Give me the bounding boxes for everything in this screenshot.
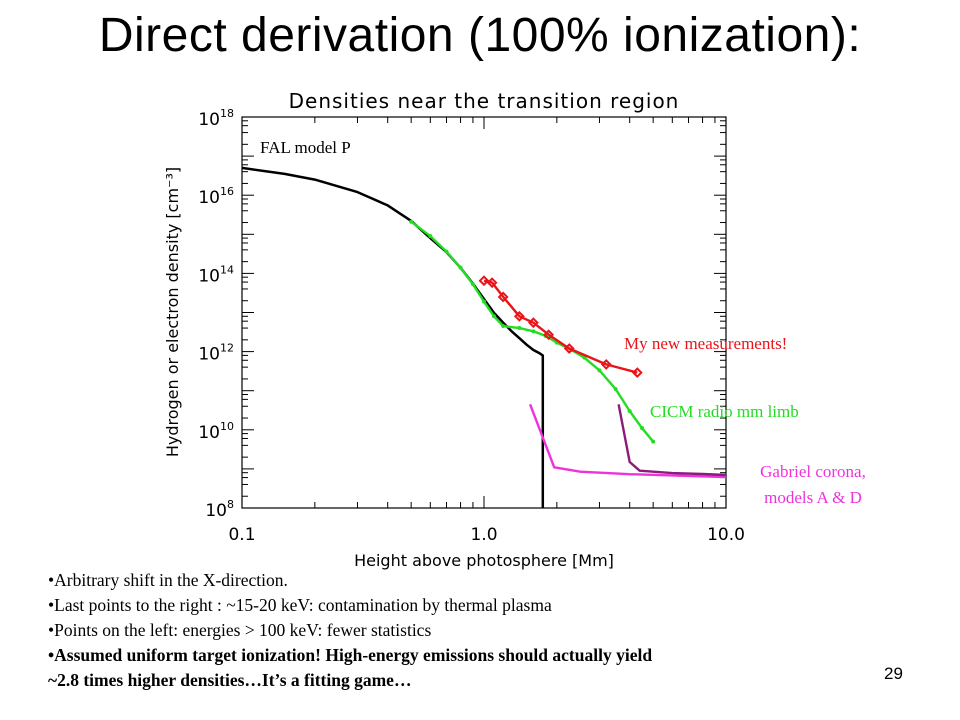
gabriel-model-a-line — [528, 403, 727, 479]
bullet-item: •Assumed uniform target ionization! High… — [48, 645, 653, 665]
measurement-point — [513, 310, 525, 322]
annotation-gabriel-line1: Gabriel corona, — [760, 462, 866, 481]
measurement-point — [543, 329, 555, 341]
measurement-point — [497, 291, 509, 303]
cicm-point — [501, 324, 506, 329]
cicm-point — [444, 249, 449, 254]
x-tick-label: 0.1 — [228, 525, 255, 545]
slide-title: Direct derivation (100% ionization): — [98, 9, 862, 62]
cicm-point — [531, 329, 536, 334]
bullet-item: •Points on the left: energies > 100 keV:… — [48, 620, 432, 640]
measurement-point — [527, 317, 539, 329]
page-number: 29 — [884, 664, 903, 683]
bullet-item: •Arbitrary shift in the X-direction. — [48, 570, 288, 590]
cicm-point — [482, 299, 486, 304]
bullet-item: ~2.8 times higher densities…It’s a fitti… — [48, 670, 412, 690]
y-tick-label: 1012 — [198, 342, 234, 365]
y-axis-label: Hydrogen or electron density [cm⁻³] — [163, 167, 182, 457]
bullet-list: •Arbitrary shift in the X-direction. •La… — [48, 568, 948, 693]
cicm-point — [470, 282, 475, 287]
cicm-point — [627, 409, 632, 414]
fal-model-line — [241, 166, 545, 508]
plot-frame — [241, 116, 727, 509]
annotation-cicm: CICM radio mm limb — [650, 402, 799, 421]
cicm-point — [597, 368, 602, 373]
cicm-point — [651, 439, 656, 444]
y-tick-label: 1016 — [198, 185, 234, 208]
new-measurements-line — [483, 279, 638, 374]
measurement-point — [478, 275, 490, 287]
measurement-point — [563, 343, 575, 354]
cicm-point — [492, 314, 497, 319]
y-tick-label: 1010 — [198, 420, 234, 443]
cicm-point — [613, 387, 618, 392]
x-axis-label: Height above photosphere [Mm] — [354, 551, 614, 570]
cicm-point — [409, 219, 414, 224]
x-tick-label: 10.0 — [707, 525, 745, 545]
chart-title: Densities near the transition region — [289, 89, 680, 113]
y-tick-label: 1014 — [198, 263, 234, 286]
y-tick-label: 1018 — [198, 107, 234, 130]
cicm-point — [428, 234, 433, 239]
measurement-point — [486, 277, 498, 289]
y-tick-label: 108 — [205, 498, 234, 521]
bullet-item: •Last points to the right : ~15-20 keV: … — [48, 595, 552, 615]
measurement-point — [600, 359, 612, 370]
cicm-point — [458, 265, 463, 270]
annotation-gabriel-line2: models A & D — [764, 488, 862, 507]
cicm-point — [517, 326, 522, 331]
cicm-point — [640, 426, 645, 431]
x-tick-label: 1.0 — [470, 525, 497, 545]
annotation-fal-model: FAL model P — [260, 138, 351, 157]
gabriel-model-d-line — [617, 404, 727, 477]
measurement-point — [631, 367, 643, 379]
annotation-new-measurements: My new measurements! — [624, 334, 787, 353]
